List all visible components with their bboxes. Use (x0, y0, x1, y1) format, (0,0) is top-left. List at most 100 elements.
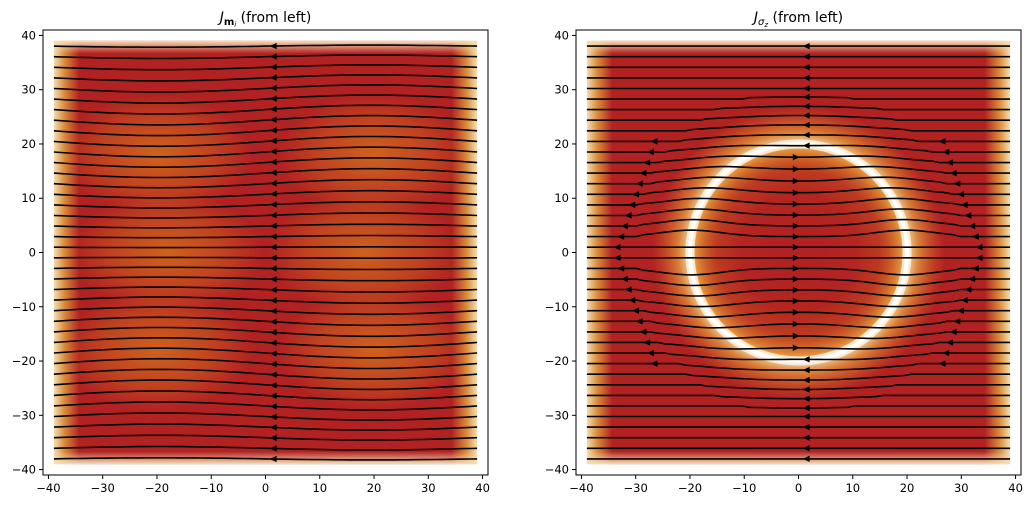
streamline (53, 74, 478, 82)
streamline-arrow (964, 212, 972, 219)
streamline-arrow (792, 332, 800, 340)
x-tick-label: 40 (1008, 481, 1023, 495)
streamline (53, 114, 478, 126)
y-tick-label: −40 (545, 463, 569, 477)
streamline-arrow (802, 395, 810, 402)
y-tick-label: −30 (545, 408, 569, 422)
streamline (53, 94, 478, 104)
streamline-arrow (792, 297, 800, 305)
y-tick-label: −30 (12, 408, 36, 422)
streamline (53, 167, 478, 179)
streamline-arrow (269, 233, 277, 240)
streamline-arrow (631, 307, 639, 314)
x-tick-label: −40 (569, 481, 593, 495)
streamline (53, 44, 478, 48)
streamline-arrow (975, 254, 983, 261)
streamline-arrow (650, 360, 658, 367)
y-tick-label: 40 (554, 28, 569, 42)
streamline (53, 146, 478, 158)
y-tick-label: −20 (545, 354, 569, 368)
streamline-arrow (620, 275, 628, 283)
streamline-arrow (945, 339, 953, 346)
streamline-arrow (792, 344, 800, 352)
streamline-arrow (949, 169, 957, 177)
streamline-arrow (792, 320, 800, 328)
streamline-arrow (802, 142, 810, 149)
streamline-arrow (960, 201, 968, 209)
streamline-arrow (802, 64, 810, 71)
streamline-arrow (802, 93, 810, 101)
streamline (53, 266, 478, 271)
streamline (53, 423, 478, 431)
streamline-arrow (938, 138, 946, 145)
y-tick-label: −10 (545, 300, 569, 314)
streamline-arrow (628, 201, 636, 209)
streamline-arrow (635, 318, 643, 325)
streamline-arrow (269, 95, 277, 102)
streamline-arrow (792, 211, 800, 219)
streamline (53, 178, 478, 189)
right-streamplot-panel: −40 −30 −20 −10 0 10 20 30 40 −40 −30 −20 −10 0 10 20 30… (545, 10, 1023, 495)
streamline-arrow (269, 169, 277, 176)
streamline-arrow (620, 222, 628, 230)
streamline-arrows (269, 42, 277, 463)
streamline-arrow (269, 424, 277, 431)
streamline-arrow (960, 296, 968, 304)
streamline (586, 352, 1011, 361)
streamline (53, 246, 478, 249)
streamline (586, 96, 1011, 100)
streamline-arrow (269, 339, 277, 347)
streamline-arrow (639, 169, 647, 177)
x-tick-label: −40 (36, 481, 60, 495)
x-tick-label: 20 (367, 481, 382, 495)
streamline (586, 124, 1011, 132)
streamline-arrow (945, 159, 953, 166)
streamline-arrow (968, 222, 976, 230)
streamline-arrow (269, 53, 277, 60)
streamline (53, 84, 478, 93)
streamline-arrow (792, 254, 800, 261)
streamline (53, 434, 478, 441)
streamline (53, 54, 478, 60)
streamline-arrow (269, 201, 277, 208)
streamline-arrow (269, 42, 277, 50)
streamline (53, 326, 478, 338)
streamline (53, 234, 478, 239)
streamline-arrow (269, 212, 277, 219)
streamline (586, 114, 1011, 121)
streamline-arrow (613, 254, 621, 261)
streamline (53, 135, 478, 148)
streamline (53, 286, 478, 293)
streamline-arrow (792, 309, 800, 316)
x-tick-label: −30 (624, 481, 648, 495)
streamline-arrow (802, 53, 810, 60)
streamline-arrow (269, 403, 277, 410)
streamline (53, 379, 478, 391)
streamline-arrow (968, 275, 976, 283)
streamline (53, 125, 478, 137)
streamline-arrow (971, 233, 979, 240)
streamline-arrow (802, 386, 810, 393)
y-tick-label: 20 (554, 137, 569, 151)
left-streamplot-panel: −40 −30 −20 −10 0 10 20 30 40 −40 −30 −20 −10 0 10 20 30… (12, 10, 490, 495)
streamline-arrow (269, 350, 277, 357)
streamline-arrow (646, 148, 654, 156)
streamline-arrow (269, 254, 277, 262)
scatterer-ring (687, 141, 910, 364)
streamline-arrow (269, 318, 277, 325)
y-tick-label: 10 (21, 191, 36, 205)
streamline (53, 412, 478, 421)
y-tick-label: 10 (554, 191, 569, 205)
streamline-arrow (802, 42, 810, 50)
streamline-arrow (269, 286, 277, 293)
streamline (586, 405, 1011, 409)
x-tick-label: 40 (475, 481, 490, 495)
streamline-arrow (269, 222, 277, 230)
streamline-arrow (269, 84, 277, 92)
streamline (586, 384, 1011, 391)
chart-title: Jσz (from left) (751, 10, 843, 29)
streamline-arrow (802, 434, 810, 441)
chart-title: Jmi (from left) (217, 10, 312, 29)
streamline (53, 104, 478, 115)
streamline-arrow (269, 413, 277, 421)
